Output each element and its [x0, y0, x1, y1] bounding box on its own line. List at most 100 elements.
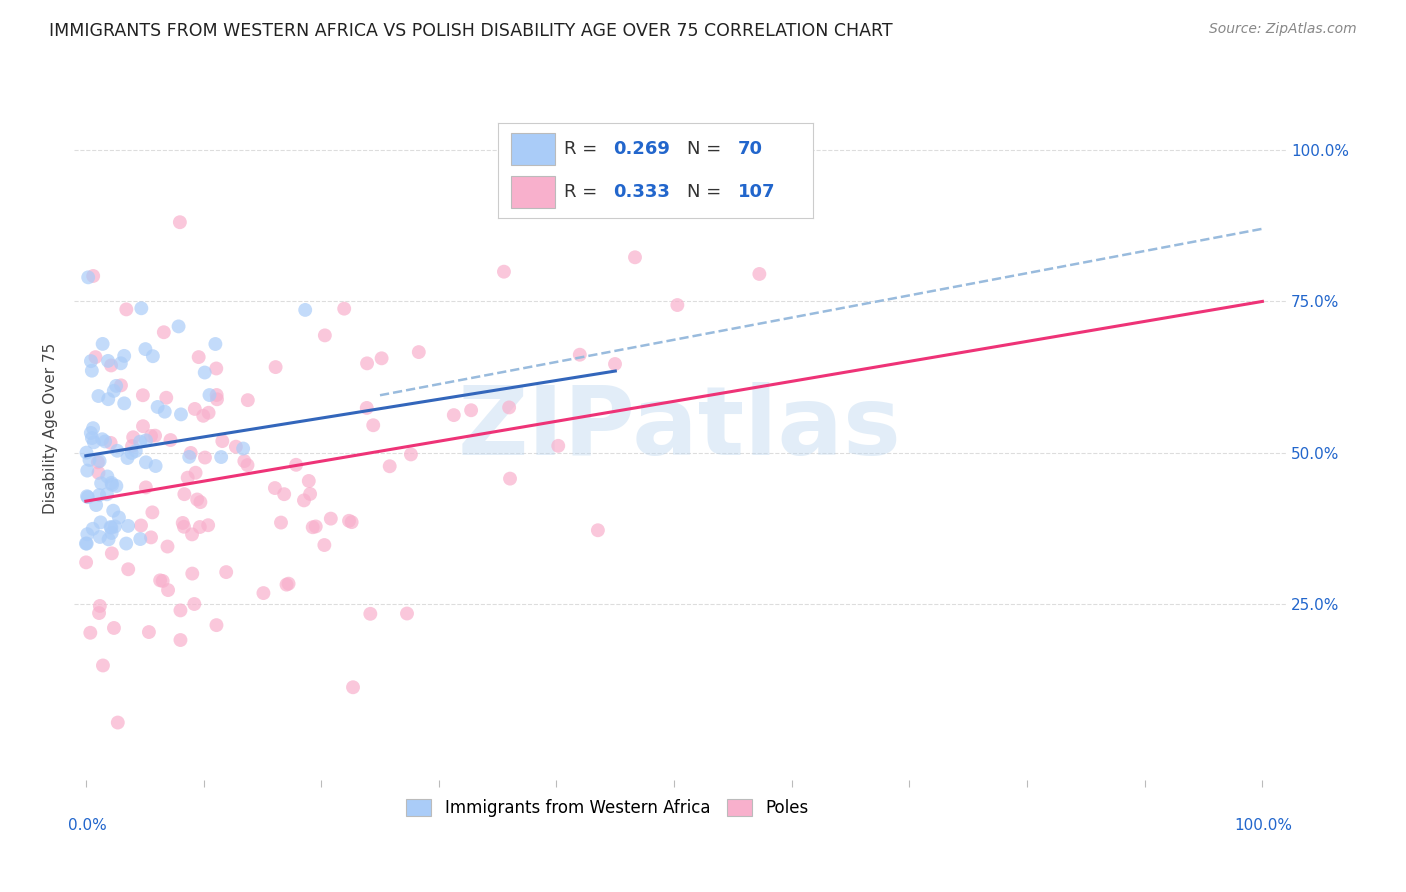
Point: [184, 466, 207, 480]
Point: [356, 401, 378, 415]
Point: [146, 400, 169, 414]
Point: [121, 439, 143, 453]
Point: [624, 250, 647, 264]
Point: [100, 436, 122, 450]
Point: [492, 265, 515, 279]
Point: [76, 464, 98, 478]
Point: [145, 458, 167, 473]
Point: [232, 442, 254, 456]
Y-axis label: Disability Age Over 75: Disability Age Over 75: [44, 343, 58, 514]
Point: [138, 625, 160, 640]
Point: [112, 396, 135, 410]
Point: [395, 607, 418, 621]
Point: [83, 435, 105, 450]
Point: [91, 337, 114, 351]
Point: [105, 443, 128, 458]
Point: [305, 519, 328, 533]
Point: [603, 357, 626, 371]
Point: [105, 479, 128, 493]
Point: [89, 454, 111, 468]
Point: [319, 511, 342, 525]
Point: [84, 498, 107, 512]
Point: [181, 527, 204, 541]
Point: [180, 446, 202, 460]
Point: [117, 519, 139, 533]
Point: [225, 440, 247, 454]
Point: [197, 518, 219, 533]
Point: [131, 301, 153, 316]
Legend: Immigrants from Western Africa, Poles: Immigrants from Western Africa, Poles: [399, 792, 815, 824]
Point: [134, 342, 156, 356]
Point: [292, 493, 315, 508]
Point: [82, 421, 104, 435]
Point: [135, 455, 157, 469]
Point: [76, 536, 98, 550]
Point: [76, 527, 98, 541]
Point: [139, 530, 162, 544]
Point: [87, 606, 110, 620]
Point: [97, 392, 120, 407]
Point: [100, 475, 122, 490]
Point: [117, 450, 139, 465]
Point: [141, 505, 163, 519]
Point: [188, 520, 211, 534]
Point: [301, 520, 323, 534]
Point: [586, 523, 609, 537]
Point: [183, 597, 205, 611]
Point: [110, 378, 132, 392]
Point: [276, 577, 298, 591]
Point: [97, 354, 120, 368]
Point: [143, 428, 166, 442]
Text: 100.0%: 100.0%: [1234, 818, 1292, 833]
Text: 0.0%: 0.0%: [67, 818, 107, 833]
Text: Source: ZipAtlas.com: Source: ZipAtlas.com: [1209, 22, 1357, 37]
Point: [205, 361, 228, 376]
Point: [122, 430, 145, 444]
Point: [408, 345, 430, 359]
Point: [100, 526, 122, 541]
Point: [76, 489, 98, 503]
Point: [89, 530, 111, 544]
Text: ZIPatlas: ZIPatlas: [458, 382, 903, 475]
Point: [205, 388, 228, 402]
Point: [94, 434, 117, 449]
Point: [197, 406, 219, 420]
Point: [179, 450, 201, 464]
Point: [156, 540, 179, 554]
Point: [342, 680, 364, 694]
Point: [112, 349, 135, 363]
Point: [264, 360, 287, 375]
Point: [233, 454, 256, 468]
Point: [108, 510, 131, 524]
Point: [337, 514, 360, 528]
Point: [170, 408, 193, 422]
Point: [91, 658, 114, 673]
Point: [236, 458, 259, 472]
Point: [77, 270, 100, 285]
Point: [209, 450, 232, 464]
Point: [205, 392, 228, 407]
Point: [129, 434, 152, 449]
Point: [115, 536, 138, 550]
Point: [97, 533, 120, 547]
Point: [186, 492, 208, 507]
Point: [101, 546, 124, 560]
Point: [361, 418, 384, 433]
Point: [167, 319, 190, 334]
Point: [157, 583, 180, 598]
Point: [152, 574, 174, 588]
Point: [204, 337, 226, 351]
Point: [80, 425, 103, 440]
Point: [169, 215, 191, 229]
Point: [211, 434, 233, 449]
Point: [359, 607, 381, 621]
Point: [285, 458, 308, 472]
Point: [190, 495, 212, 509]
Point: [153, 325, 176, 339]
Point: [187, 350, 209, 364]
Point: [75, 445, 97, 459]
Point: [139, 429, 162, 443]
Point: [82, 268, 104, 283]
Point: [91, 432, 114, 446]
Point: [399, 447, 422, 461]
